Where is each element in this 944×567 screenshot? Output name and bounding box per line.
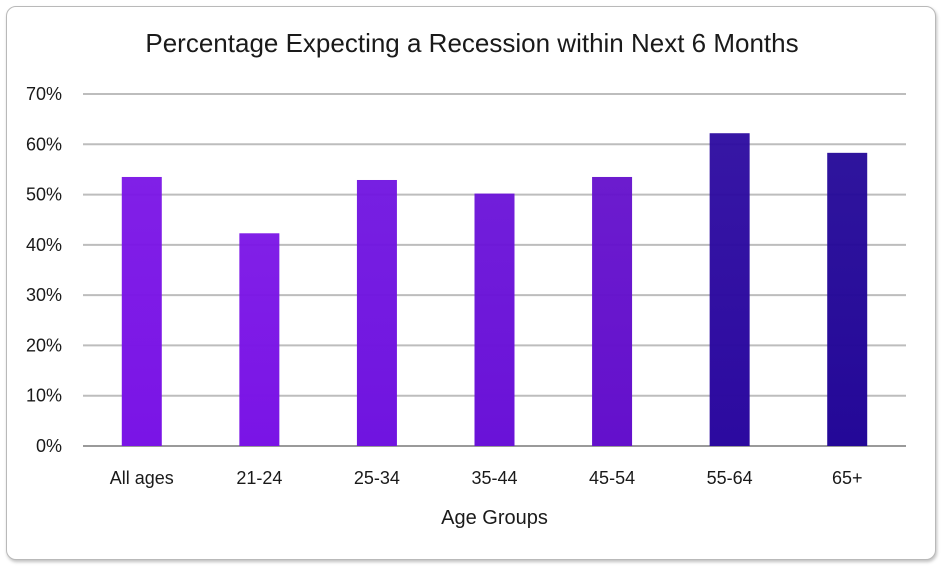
y-tick-label: 50% bbox=[26, 185, 62, 205]
bar-25-34 bbox=[356, 179, 397, 446]
bar-45-54 bbox=[592, 176, 633, 446]
bar-all-ages bbox=[121, 176, 162, 446]
y-tick-label: 20% bbox=[26, 335, 62, 355]
x-tick-label: All ages bbox=[110, 468, 174, 488]
y-axis-ticks: 0% 10% 20% 30% 40% 50% 60% 70% bbox=[26, 84, 62, 456]
y-tick-label: 30% bbox=[26, 285, 62, 305]
y-tick-label: 70% bbox=[26, 84, 62, 104]
x-tick-label: 55-64 bbox=[707, 468, 753, 488]
x-tick-label: 25-34 bbox=[354, 468, 400, 488]
x-tick-label: 35-44 bbox=[471, 468, 517, 488]
x-tick-label: 45-54 bbox=[589, 468, 635, 488]
bar-65- bbox=[827, 152, 868, 446]
y-tick-label: 10% bbox=[26, 386, 62, 406]
chart-title: Percentage Expecting a Recession within … bbox=[145, 28, 799, 58]
bar-55-64 bbox=[709, 133, 750, 447]
x-axis-ticks: All ages 21-24 25-34 35-44 45-54 55-64 65+ bbox=[110, 468, 863, 488]
bar-21-24 bbox=[239, 233, 280, 446]
y-tick-label: 0% bbox=[36, 436, 62, 456]
x-axis-label: Age Groups bbox=[441, 507, 548, 529]
y-tick-label: 60% bbox=[26, 134, 62, 154]
x-tick-label: 65+ bbox=[832, 468, 863, 488]
bar-35-44 bbox=[474, 193, 515, 446]
x-tick-label: 21-24 bbox=[236, 468, 282, 488]
bars bbox=[121, 133, 868, 447]
y-tick-label: 40% bbox=[26, 235, 62, 255]
